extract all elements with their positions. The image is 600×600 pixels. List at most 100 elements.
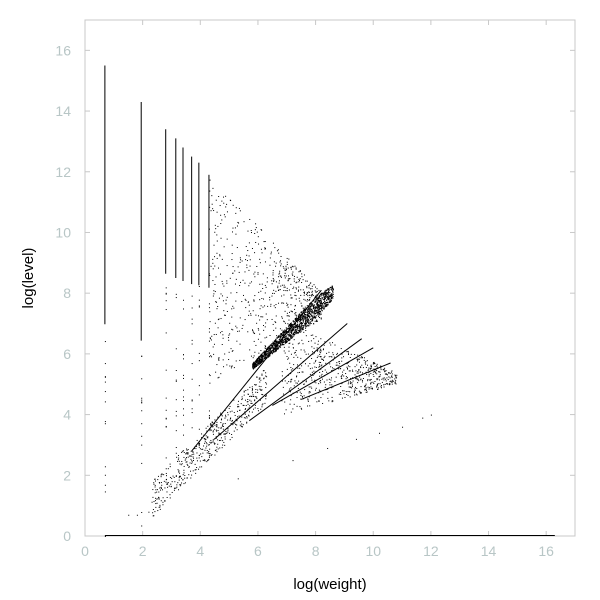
scatter-point — [241, 399, 243, 401]
scatter-point — [347, 350, 349, 352]
cluster-point — [299, 327, 301, 329]
scatter-point — [250, 355, 252, 357]
vertical-band-point — [191, 339, 193, 341]
cluster-point — [331, 294, 333, 296]
scatter-point — [314, 361, 316, 363]
cluster-point — [266, 352, 268, 354]
cluster-point — [328, 296, 330, 298]
scatter-point — [227, 412, 229, 414]
scatter-point — [241, 426, 243, 428]
cluster-point — [316, 306, 318, 308]
cluster-point — [276, 337, 278, 339]
vertical-band-point — [191, 378, 193, 380]
y-tick-label: 12 — [55, 164, 71, 180]
scatter-point — [320, 338, 322, 340]
scatter-point — [265, 372, 267, 374]
cluster-point — [280, 343, 282, 345]
scatter-point — [205, 438, 207, 440]
cluster-point — [323, 299, 325, 301]
cluster-point — [316, 303, 318, 305]
scatter-point — [299, 270, 301, 272]
cluster-point — [298, 325, 300, 327]
scatter-point — [245, 417, 247, 419]
cluster-point — [308, 311, 310, 313]
cluster-point — [324, 290, 326, 292]
cluster-point — [321, 309, 323, 311]
scatter-point — [215, 437, 217, 439]
scatter-point — [207, 436, 209, 438]
cluster-point — [299, 327, 301, 329]
scatter-point — [313, 284, 315, 286]
scatter-point — [384, 367, 386, 369]
scatter-point — [350, 377, 352, 379]
cluster-point — [311, 311, 313, 313]
scatter-point — [203, 459, 205, 461]
scatter-point — [366, 360, 368, 362]
scatter-point — [275, 281, 277, 283]
cluster-point — [294, 332, 296, 334]
scatter-point — [389, 372, 391, 374]
scatter-point — [359, 392, 361, 394]
scatter-point — [224, 433, 226, 435]
cluster-point — [256, 361, 258, 363]
scatter-point — [368, 369, 370, 371]
scatter-point — [225, 433, 227, 435]
scatter-point — [215, 425, 217, 427]
scatter-point — [269, 335, 271, 337]
scatter-point — [229, 418, 231, 420]
cluster-point — [318, 306, 320, 308]
scatter-point — [256, 322, 258, 324]
cluster-point — [319, 311, 321, 313]
scatter-point — [162, 489, 164, 491]
scatter-point — [263, 325, 265, 327]
scatter-point — [311, 291, 313, 293]
cluster-point — [330, 295, 332, 297]
cluster-point — [262, 360, 264, 362]
cluster-point — [271, 344, 273, 346]
scatter-point — [183, 465, 185, 467]
scatter-point — [318, 389, 320, 391]
scatter-point — [163, 480, 165, 482]
scatter-point — [255, 384, 257, 386]
scatter-point — [161, 473, 163, 475]
scatter-point — [224, 353, 226, 355]
scatter-point — [303, 292, 305, 294]
scatter-point — [301, 395, 303, 397]
scatter-point — [218, 440, 220, 442]
scatter-point — [217, 225, 219, 227]
scatter-point — [243, 391, 245, 393]
scatter-point — [216, 257, 218, 259]
scatter-point — [209, 441, 211, 443]
scatter-point — [261, 298, 263, 300]
scatter-point — [293, 329, 295, 331]
cluster-point — [265, 356, 267, 358]
cluster-point — [283, 337, 285, 339]
scatter-point — [322, 370, 324, 372]
scatter-point — [371, 387, 373, 389]
scatter-point — [295, 288, 297, 290]
scatter-point — [293, 339, 295, 341]
scatter-point — [220, 237, 222, 239]
cluster-point — [297, 321, 299, 323]
scatter-point — [367, 364, 369, 366]
scatter-point — [373, 368, 375, 370]
scatter-point — [330, 356, 332, 358]
scatter-point — [173, 487, 175, 489]
cluster-point — [307, 325, 309, 327]
scatter-point — [318, 383, 320, 385]
cluster-point — [316, 299, 318, 301]
scatter-point — [216, 446, 218, 448]
scatter-point — [357, 358, 359, 360]
vertical-band-point — [104, 423, 106, 425]
scatter-point — [228, 339, 230, 341]
scatter-point — [275, 304, 277, 306]
cluster-point — [257, 358, 259, 360]
scatter-point — [347, 367, 349, 369]
cluster-point — [259, 355, 261, 357]
cluster-point — [306, 311, 308, 313]
cluster-point — [331, 289, 333, 291]
scatter-point — [323, 356, 325, 358]
scatter-point — [234, 414, 236, 416]
scatter-point — [306, 292, 308, 294]
scatter-point — [235, 427, 237, 429]
